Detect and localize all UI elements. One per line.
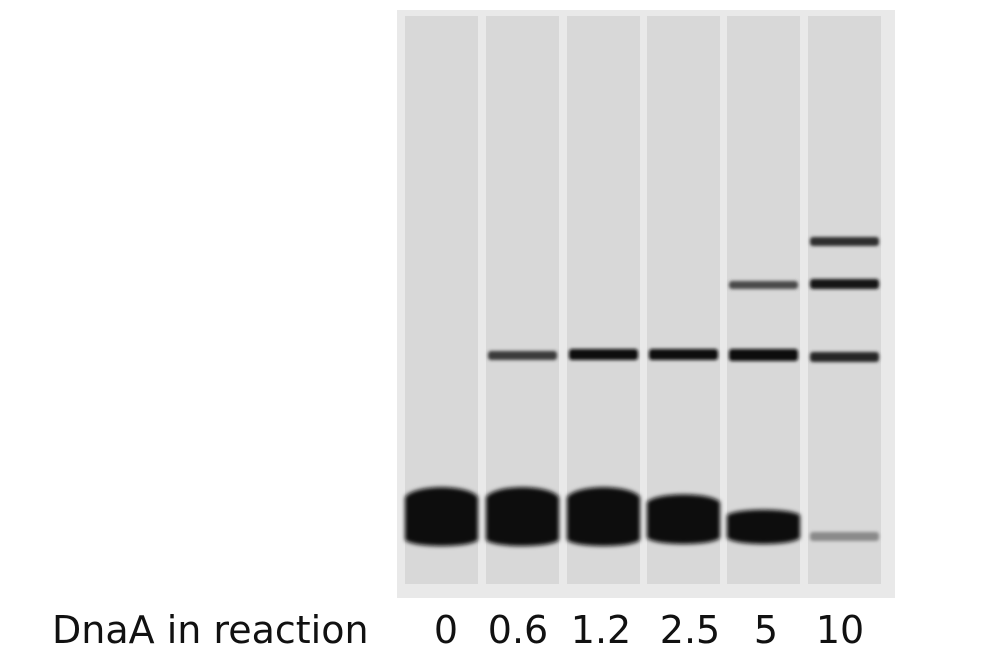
band-complex-1 [569,349,638,360]
band-free-dna [405,487,478,546]
band-complex-3 [810,237,879,246]
lane-label-2: 0.6 [487,608,549,652]
band-complex-1 [810,352,879,362]
lane-track [727,16,800,584]
band-complex-1 [488,351,557,360]
band-complex-2 [729,281,798,289]
band-complex-1 [729,349,798,361]
band-free-dna [727,509,800,544]
gel-lane-3 [567,16,640,584]
lane-track [808,16,881,584]
band-free-dna [486,487,559,546]
gel-lane-2 [486,16,559,584]
axis-label: DnaA in reaction [52,608,369,652]
lane-track [647,16,720,584]
lane-label-1: 0 [433,608,459,652]
band-free-dna [567,487,640,546]
lane-label-5: 5 [753,608,779,652]
lane-label-6: 10 [815,608,865,652]
gel-lane-6 [808,16,881,584]
band-free-dna [810,532,879,541]
band-complex-2 [810,279,879,289]
band-free-dna [647,494,720,544]
gel-lane-5 [727,16,800,584]
gel-lane-1 [405,16,478,584]
gel-lane-4 [647,16,720,584]
band-complex-1 [649,349,718,360]
lane-label-4: 2.5 [659,608,721,652]
lane-label-3: 1.2 [570,608,632,652]
